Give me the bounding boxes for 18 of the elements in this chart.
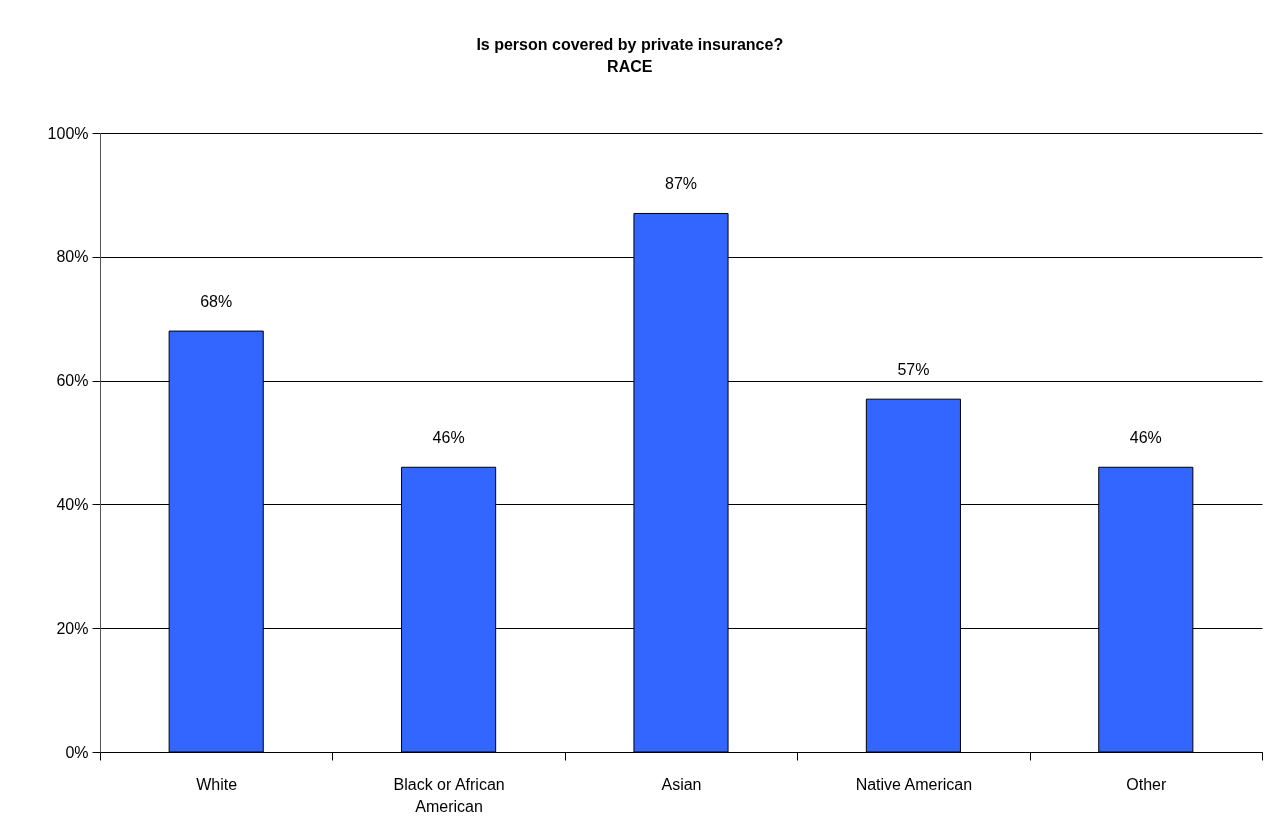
y-tick-label: 20% bbox=[56, 619, 89, 637]
chart-subtitle: RACE bbox=[607, 58, 653, 75]
data-label: 87% bbox=[664, 175, 698, 193]
data-label: 46% bbox=[432, 429, 465, 447]
x-tick-label: White bbox=[196, 775, 238, 793]
data-label: 46% bbox=[1129, 429, 1162, 447]
x-tick-label: Native American bbox=[855, 775, 973, 793]
x-tick-label: Asian bbox=[661, 775, 702, 793]
data-label: 68% bbox=[200, 293, 233, 311]
data-label: 57% bbox=[897, 361, 930, 379]
x-tick-label: Other bbox=[1126, 775, 1167, 793]
y-tick-label: 40% bbox=[56, 495, 89, 513]
y-tick-label: 100% bbox=[47, 124, 89, 142]
y-tick-label: 60% bbox=[56, 372, 89, 390]
y-tick-label: 0% bbox=[65, 743, 89, 761]
chart-title: Is person covered by private insurance? bbox=[476, 36, 784, 53]
x-tick-label: Black or African American bbox=[393, 775, 505, 815]
y-tick-label: 80% bbox=[56, 248, 89, 266]
